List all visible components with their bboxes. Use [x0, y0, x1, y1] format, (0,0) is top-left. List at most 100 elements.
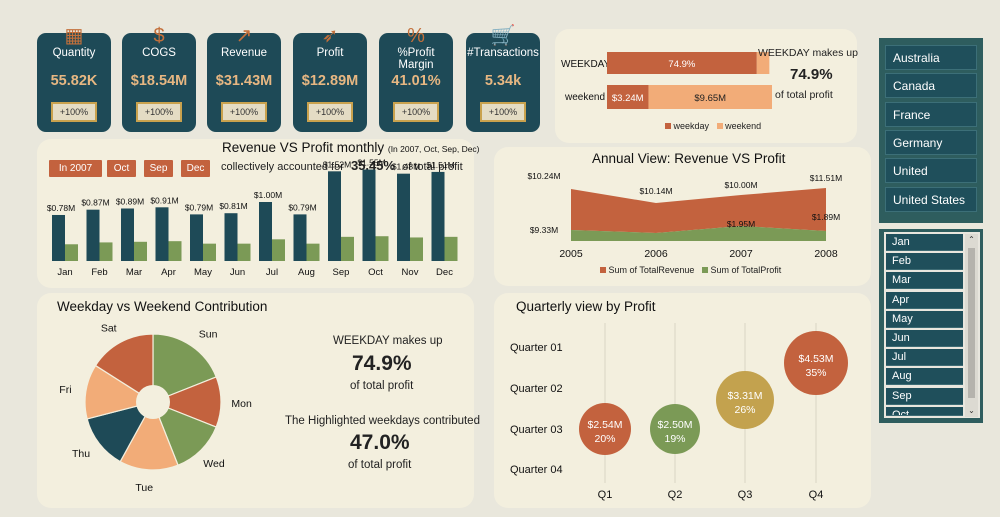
- bar-label-sep: $1.52M: [323, 159, 351, 169]
- month-item-jul[interactable]: Jul: [886, 349, 963, 367]
- kpi-card-profit-margin: % %Profit Margin 41.01% +100%: [379, 25, 453, 132]
- bar-label-jun: $0.81M: [219, 201, 247, 211]
- month-item-aug[interactable]: Aug: [886, 368, 963, 386]
- bar-profit-jan: [65, 244, 78, 261]
- kpi-change-button[interactable]: +100%: [393, 102, 439, 122]
- bar-revenue-jul: [259, 202, 272, 261]
- month-item-mar[interactable]: Mar: [886, 272, 963, 290]
- country-item-canada[interactable]: Canada: [885, 73, 977, 99]
- pie-label-tue: Tue: [135, 482, 153, 494]
- kpi-card-cogs: $ COGS $18.54M +100%: [122, 25, 196, 132]
- area-label-revenue-2006: $10.14M: [639, 186, 672, 196]
- tick-sep: Sep: [333, 267, 350, 278]
- bar-revenue-may: [190, 214, 203, 261]
- month-item-feb[interactable]: Feb: [886, 253, 963, 271]
- annual-legend: Sum of TotalRevenue Sum of TotalProfit: [600, 265, 781, 275]
- legend-label-weekend: weekend: [725, 121, 762, 131]
- annual-area-chart: $10.24M $10.14M $10.00M $11.51M $9.33M $1.95M…: [527, 171, 842, 260]
- monthly-bar-chart: $0.78M Jan $0.87M Feb $0.89M Mar $0.91M Apr $0.7…: [47, 158, 458, 278]
- area-label-revenue-2007: $10.00M: [724, 180, 757, 190]
- bar-label-apr: $0.91M: [150, 195, 178, 205]
- kpi-change-button[interactable]: +100%: [480, 102, 526, 122]
- tick-oct: Oct: [368, 267, 383, 278]
- country-item-united-kingdom[interactable]: United Kingdom: [885, 158, 977, 203]
- filter-chip-dec[interactable]: Dec: [181, 160, 210, 177]
- bar-profit-apr: [168, 241, 182, 261]
- monthly-note-post: of total profit: [402, 161, 463, 173]
- area-revenue: [571, 188, 826, 233]
- bubble-q2: [650, 404, 700, 454]
- scroll-thumb[interactable]: [968, 248, 975, 398]
- bubble-value-q3: $3.31M: [727, 390, 762, 402]
- growth-chart-icon: ↗: [235, 25, 253, 47]
- bubble-pct-q4: 35%: [805, 367, 826, 379]
- chevron-down-icon[interactable]: ⌄: [968, 406, 975, 415]
- monthly-note-pct: 35.45%: [350, 158, 396, 173]
- y-tick-4: Quarter 04: [510, 464, 563, 476]
- kpi-change-button[interactable]: +100%: [136, 102, 182, 122]
- tick-year-2006: 2006: [644, 248, 668, 260]
- pie-slice-fri: [84, 364, 155, 420]
- bar-profit-sep: [341, 236, 354, 261]
- pie-panel-title: Weekday vs Weekend Contribution: [57, 299, 268, 314]
- filter-chip-2007[interactable]: In 2007: [49, 160, 102, 177]
- tick-mar: Mar: [126, 267, 142, 278]
- area-label-profit-2008: $1.89M: [812, 212, 840, 222]
- kpi-value: $18.54M: [130, 73, 188, 89]
- x-tick-q1: Q1: [598, 489, 613, 501]
- bar-revenue-nov: [397, 173, 410, 261]
- bubble-q3: [716, 371, 774, 429]
- chevron-up-icon[interactable]: ⌃: [968, 235, 975, 244]
- pie-label-thu: Thu: [72, 448, 90, 460]
- month-item-oct[interactable]: Oct: [886, 406, 963, 416]
- bubble-value-q2: $2.50M: [657, 419, 692, 431]
- month-item-jun[interactable]: Jun: [886, 330, 963, 347]
- tick-jun: Jun: [230, 267, 245, 278]
- bar-profit-may: [203, 243, 216, 261]
- kpi-change-button[interactable]: +100%: [51, 102, 97, 122]
- weekday-split-line2: of total profit: [775, 89, 833, 101]
- bar-label-weekday-val: $3.24M: [612, 93, 644, 104]
- bar-revenue-dec: [431, 171, 445, 261]
- kpi-change-button[interactable]: +100%: [221, 102, 267, 122]
- monthly-title-text: Revenue VS Profit monthly: [222, 140, 385, 155]
- monthly-subtitle-text: (In 2007, Oct, Sep, Dec): [387, 144, 480, 154]
- legend-label-revenue: Sum of TotalRevenue: [608, 265, 695, 275]
- month-item-sep[interactable]: Sep: [886, 387, 963, 405]
- pie-slice-thu: [86, 401, 155, 463]
- rocket-icon: ➶: [321, 25, 339, 47]
- bar-revenue-aug: [293, 214, 307, 261]
- country-item-united-states[interactable]: United States: [885, 186, 977, 212]
- filter-chip-oct[interactable]: Oct: [107, 160, 136, 177]
- tick-feb: Feb: [91, 267, 107, 278]
- pie-hole: [136, 385, 170, 419]
- kpi-label: Profit: [316, 47, 344, 59]
- bar-profit-oct: [375, 236, 389, 261]
- bar-label-dec: $1.51M: [426, 160, 454, 170]
- filter-chip-sep[interactable]: Sep: [144, 160, 173, 177]
- area-label-profit-2005: $9.33M: [530, 225, 558, 235]
- pie-line1: WEEKDAY makes up: [333, 335, 443, 347]
- bar-label-weekend-val: $9.65M: [694, 93, 726, 104]
- tick-jul: Jul: [266, 267, 278, 278]
- weekday-split-line1: WEEKDAY makes up: [758, 47, 858, 59]
- kpi-change-button[interactable]: +100%: [307, 102, 353, 122]
- country-item-france[interactable]: France: [885, 101, 977, 127]
- x-tick-q4: Q4: [809, 489, 824, 501]
- pie-pct1: 74.9%: [352, 352, 412, 375]
- kpi-card-revenue: ↗ Revenue $31.43M +100%: [207, 25, 281, 132]
- bubble-pct-q3: 26%: [734, 404, 755, 416]
- pie-label-fri: Fri: [59, 384, 71, 396]
- pie-line3: The Highlighted weekdays contributed: [285, 415, 480, 427]
- area-profit: [571, 226, 826, 241]
- month-scrollbar[interactable]: ⌃ ⌄: [965, 234, 978, 417]
- country-item-australia[interactable]: Australia: [885, 45, 977, 70]
- pie-label-sun: Sun: [199, 328, 218, 340]
- bar-weekday-share: [607, 52, 757, 74]
- country-item-germany[interactable]: Germany: [885, 129, 977, 155]
- month-item-jan[interactable]: Jan: [886, 234, 963, 251]
- bar-revenue-jun: [224, 213, 238, 261]
- month-item-may[interactable]: May: [886, 310, 963, 328]
- kpi-label: Revenue: [220, 47, 268, 59]
- month-item-apr[interactable]: Apr: [886, 291, 963, 309]
